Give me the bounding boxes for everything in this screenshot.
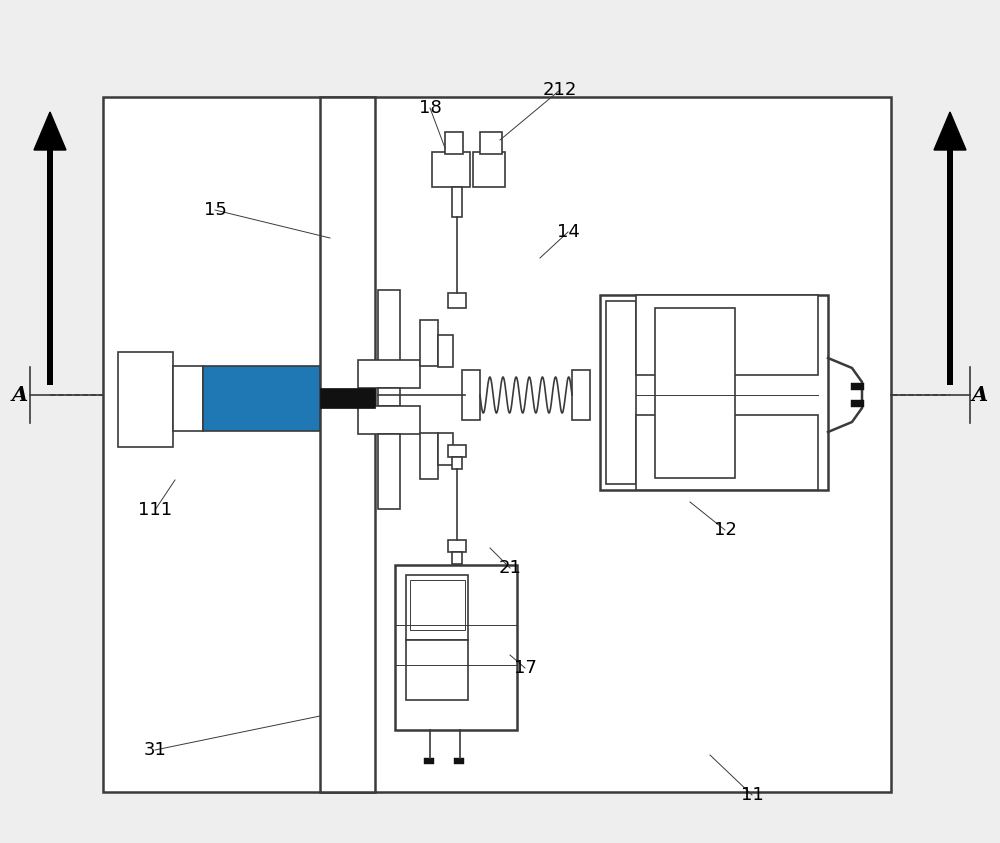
Bar (636, 415, 818, 490)
Bar (448, 540, 466, 552)
Bar (406, 575, 468, 640)
Bar (420, 320, 438, 366)
Bar (47, 150, 53, 385)
Bar (452, 457, 462, 469)
Bar (395, 565, 517, 730)
Bar (410, 580, 465, 630)
Text: 12: 12 (714, 521, 736, 539)
Text: 31: 31 (144, 741, 166, 759)
Bar (406, 640, 468, 700)
Text: 14: 14 (557, 223, 579, 241)
Bar (480, 132, 502, 154)
Text: 15: 15 (204, 201, 226, 219)
Bar (473, 152, 505, 187)
Bar (572, 370, 590, 420)
Bar (448, 445, 466, 457)
Bar (378, 388, 400, 406)
Text: 111: 111 (138, 501, 172, 519)
Bar (424, 758, 434, 764)
Bar (606, 301, 636, 484)
Bar (358, 360, 420, 388)
Bar (851, 383, 864, 390)
Bar (118, 352, 173, 447)
Bar (655, 308, 735, 478)
Bar (448, 293, 466, 308)
Bar (103, 97, 891, 792)
Bar (636, 295, 818, 375)
Text: A: A (12, 385, 28, 405)
Text: 21: 21 (499, 559, 521, 577)
Bar (462, 370, 480, 420)
Bar (851, 400, 864, 407)
Polygon shape (934, 112, 966, 150)
Bar (438, 335, 453, 367)
Bar (173, 366, 203, 431)
Bar (203, 366, 320, 431)
Bar (600, 295, 828, 490)
Bar (947, 150, 953, 385)
Bar (452, 187, 462, 217)
Bar (320, 388, 375, 408)
Polygon shape (34, 112, 66, 150)
Bar (358, 406, 420, 434)
Bar (445, 132, 463, 154)
Bar (438, 433, 453, 465)
Text: 11: 11 (741, 786, 763, 804)
Bar (320, 97, 375, 792)
Bar (420, 433, 438, 479)
Bar (452, 552, 462, 564)
Text: 17: 17 (514, 659, 536, 677)
Text: 212: 212 (543, 81, 577, 99)
Text: A: A (972, 385, 988, 405)
Bar (378, 290, 400, 365)
Text: 18: 18 (419, 99, 441, 117)
Bar (378, 434, 400, 509)
Bar (454, 758, 464, 764)
Bar (432, 152, 470, 187)
